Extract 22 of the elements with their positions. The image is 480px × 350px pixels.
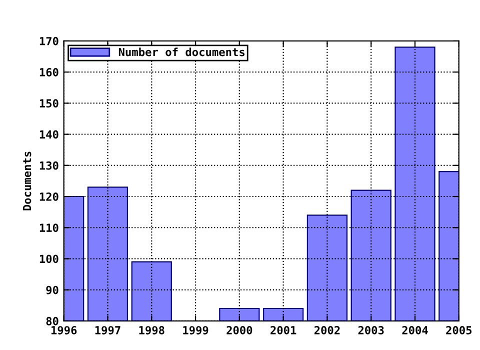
y-tick-label: 110	[40, 224, 58, 232]
x-tick-label: 1997	[95, 326, 120, 334]
x-tick-label: 2000	[226, 326, 252, 334]
x-tick-label: 1996	[51, 326, 77, 334]
y-tick-label: 90	[46, 286, 58, 294]
x-tick-label: 2005	[446, 326, 472, 334]
x-tick-label: 2002	[314, 326, 340, 334]
y-tick-label: 100	[40, 254, 58, 264]
y-tick-label: 130	[40, 161, 58, 170]
y-tick-label: 80	[46, 316, 58, 326]
y-tick-label: 170	[40, 36, 58, 46]
x-tick-label: 1998	[139, 326, 164, 334]
x-tick-label: 2001	[270, 326, 296, 334]
y-tick-label: 160	[40, 68, 58, 76]
x-tick-label: 1999	[183, 326, 208, 334]
x-tick-label: 2003	[358, 326, 384, 334]
y-tick-label: 140	[40, 130, 58, 139]
legend-label: Number of documents	[118, 48, 244, 56]
x-tick-label: 2004	[402, 326, 428, 334]
y-tick-label: 120	[40, 192, 58, 201]
y-tick-label: 150	[40, 99, 58, 108]
y-axis-title: Documents	[22, 152, 32, 210]
